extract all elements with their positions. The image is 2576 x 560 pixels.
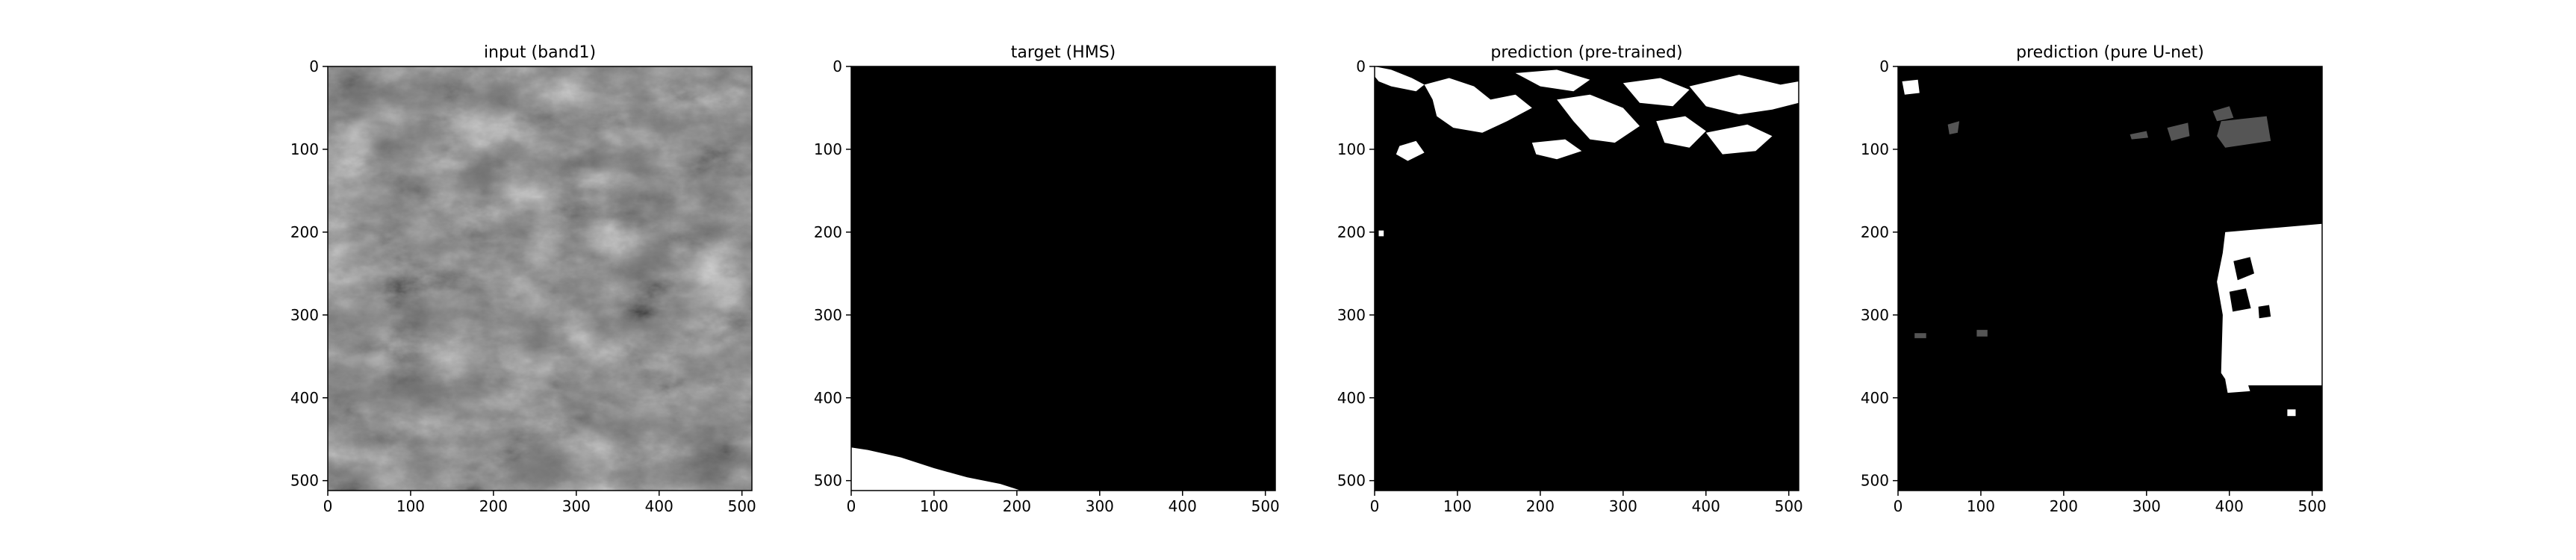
y-tick-label: 300 — [1337, 306, 1366, 324]
y-tick-label: 500 — [814, 472, 842, 490]
mask-region — [2233, 257, 2254, 281]
panel-title: prediction (pure U-net) — [2016, 43, 2204, 62]
mask-region — [1396, 140, 1425, 161]
axes-frame — [1897, 66, 2323, 491]
x-tick-label: 500 — [1775, 497, 1803, 515]
x-tick-label: 200 — [2050, 497, 2078, 515]
mask-region — [1914, 333, 1926, 338]
y-tick-label: 100 — [814, 140, 842, 158]
x-tick-label: 500 — [1251, 497, 1280, 515]
x-tick-label: 100 — [1967, 497, 1995, 515]
mask-region — [1557, 94, 1640, 143]
mask-region — [2129, 131, 2148, 140]
panel-prediction-pure-unet: prediction (pure U-net) 0 100 200 300 400 500… — [1861, 43, 2327, 515]
mask-region — [1378, 230, 1384, 237]
mask-region — [2225, 378, 2250, 393]
y-tick-label: 0 — [309, 57, 319, 75]
x-tick-label: 500 — [728, 497, 756, 515]
y-tick-label: 0 — [1879, 57, 1889, 75]
mask-region — [2212, 106, 2234, 122]
y-tick-label: 0 — [833, 57, 842, 75]
x-tick-label: 300 — [1086, 497, 1114, 515]
mask-region — [1424, 78, 1532, 133]
y-tick-label: 0 — [1356, 57, 1366, 75]
y-tick-label: 200 — [1337, 223, 1366, 241]
x-tick-label: 300 — [1609, 497, 1637, 515]
y-tick-label: 200 — [814, 223, 842, 241]
x-tick-label: 400 — [1169, 497, 1197, 515]
mask-region — [1689, 75, 1799, 115]
mask-region — [851, 447, 1021, 491]
x-tick-label: 200 — [1526, 497, 1555, 515]
y-tick-label: 100 — [1337, 140, 1366, 158]
mask-region — [1515, 69, 1590, 92]
x-tick-label: 0 — [323, 497, 333, 515]
mask-region — [1531, 139, 1582, 160]
panel-title: input (band1) — [484, 43, 596, 62]
x-tick-label: 100 — [920, 497, 948, 515]
panel-title: target (HMS) — [1011, 43, 1116, 62]
mask-region — [1656, 116, 1706, 148]
y-tick-label: 200 — [1861, 223, 1889, 241]
mask-region — [1947, 121, 1960, 134]
mask-region — [1623, 78, 1690, 107]
image-area — [328, 66, 752, 491]
x-tick-label: 400 — [645, 497, 673, 515]
y-tick-label: 100 — [290, 140, 319, 158]
x-tick-label: 0 — [1894, 497, 1903, 515]
y-tick-label: 400 — [1861, 389, 1889, 407]
panel-input-band1: input (band1) 0 100 200 300 400 500 0 100 200 30… — [290, 43, 756, 515]
y-tick-label: 500 — [1337, 472, 1366, 490]
x-tick-label: 100 — [1443, 497, 1472, 515]
y-tick-label: 400 — [814, 389, 842, 407]
y-tick-label: 300 — [1861, 306, 1889, 324]
y-tick-label: 100 — [1861, 140, 1889, 158]
panel-title: prediction (pre-trained) — [1490, 43, 1682, 62]
mask-region — [2167, 122, 2190, 141]
panel-prediction-pretrained: prediction (pre-trained) 0 100 200 300 400 50… — [1337, 43, 1803, 515]
mask-region — [1902, 79, 1920, 95]
panel-target-hms: target (HMS) 0 100 200 300 400 500 0 100 200 300… — [814, 43, 1280, 515]
axes-frame — [327, 66, 753, 491]
mask-region — [2287, 409, 2296, 417]
y-tick-label: 500 — [1861, 472, 1889, 490]
axes-frame — [850, 66, 1276, 491]
mask-region — [2217, 116, 2271, 148]
x-tick-label: 100 — [396, 497, 425, 515]
x-tick-label: 400 — [1692, 497, 1720, 515]
y-tick-label: 300 — [814, 306, 842, 324]
image-background — [851, 66, 1275, 491]
x-tick-label: 300 — [562, 497, 591, 515]
mask-region — [1705, 124, 1773, 155]
x-tick-label: 0 — [1370, 497, 1380, 515]
mask-region — [1976, 329, 1988, 337]
x-tick-label: 400 — [2215, 497, 2244, 515]
x-tick-label: 500 — [2298, 497, 2327, 515]
mask-region — [2258, 305, 2271, 319]
x-tick-label: 300 — [2132, 497, 2161, 515]
axes-frame — [1374, 66, 1799, 491]
y-tick-label: 400 — [1337, 389, 1366, 407]
mask-region — [1375, 66, 1425, 92]
x-tick-label: 200 — [1003, 497, 1031, 515]
y-tick-label: 500 — [290, 472, 319, 490]
x-tick-label: 0 — [847, 497, 856, 515]
satellite-image — [328, 66, 752, 491]
y-tick-label: 200 — [290, 223, 319, 241]
mask-region — [2229, 288, 2251, 312]
y-tick-label: 300 — [290, 306, 319, 324]
y-tick-label: 400 — [290, 389, 319, 407]
x-tick-label: 200 — [479, 497, 508, 515]
